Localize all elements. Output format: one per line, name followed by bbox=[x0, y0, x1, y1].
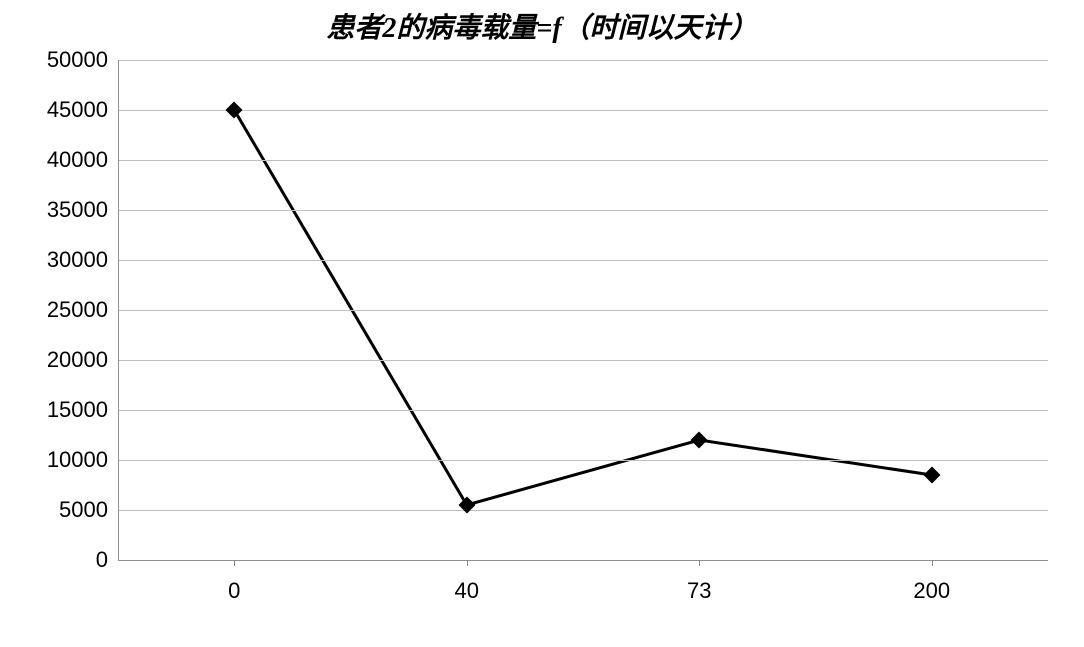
x-tick-label: 73 bbox=[687, 560, 711, 604]
chart-container: 患者2的病毒载量=f（时间以天计） 0500010000150002000025… bbox=[0, 0, 1084, 647]
gridline bbox=[118, 310, 1048, 311]
y-tick-label: 5000 bbox=[59, 497, 118, 523]
y-tick-label: 50000 bbox=[47, 47, 118, 73]
y-axis bbox=[118, 60, 119, 560]
y-tick-label: 45000 bbox=[47, 97, 118, 123]
chart-title: 患者2的病毒载量=f（时间以天计） bbox=[0, 6, 1084, 46]
y-tick-label: 20000 bbox=[47, 347, 118, 373]
y-tick-label: 0 bbox=[96, 547, 118, 573]
x-axis bbox=[118, 560, 1048, 561]
x-tick-label: 200 bbox=[913, 560, 950, 604]
y-tick-label: 10000 bbox=[47, 447, 118, 473]
y-tick-label: 40000 bbox=[47, 147, 118, 173]
gridline bbox=[118, 160, 1048, 161]
gridline bbox=[118, 510, 1048, 511]
y-tick-label: 30000 bbox=[47, 247, 118, 273]
gridline bbox=[118, 260, 1048, 261]
gridline bbox=[118, 110, 1048, 111]
gridline bbox=[118, 210, 1048, 211]
y-tick-label: 25000 bbox=[47, 297, 118, 323]
gridline bbox=[118, 410, 1048, 411]
gridline bbox=[118, 360, 1048, 361]
plot-area: 0500010000150002000025000300003500040000… bbox=[118, 60, 1048, 560]
gridline bbox=[118, 60, 1048, 61]
x-tick-label: 0 bbox=[228, 560, 240, 604]
x-tick-label: 40 bbox=[455, 560, 479, 604]
y-tick-label: 35000 bbox=[47, 197, 118, 223]
gridline bbox=[118, 460, 1048, 461]
y-tick-label: 15000 bbox=[47, 397, 118, 423]
